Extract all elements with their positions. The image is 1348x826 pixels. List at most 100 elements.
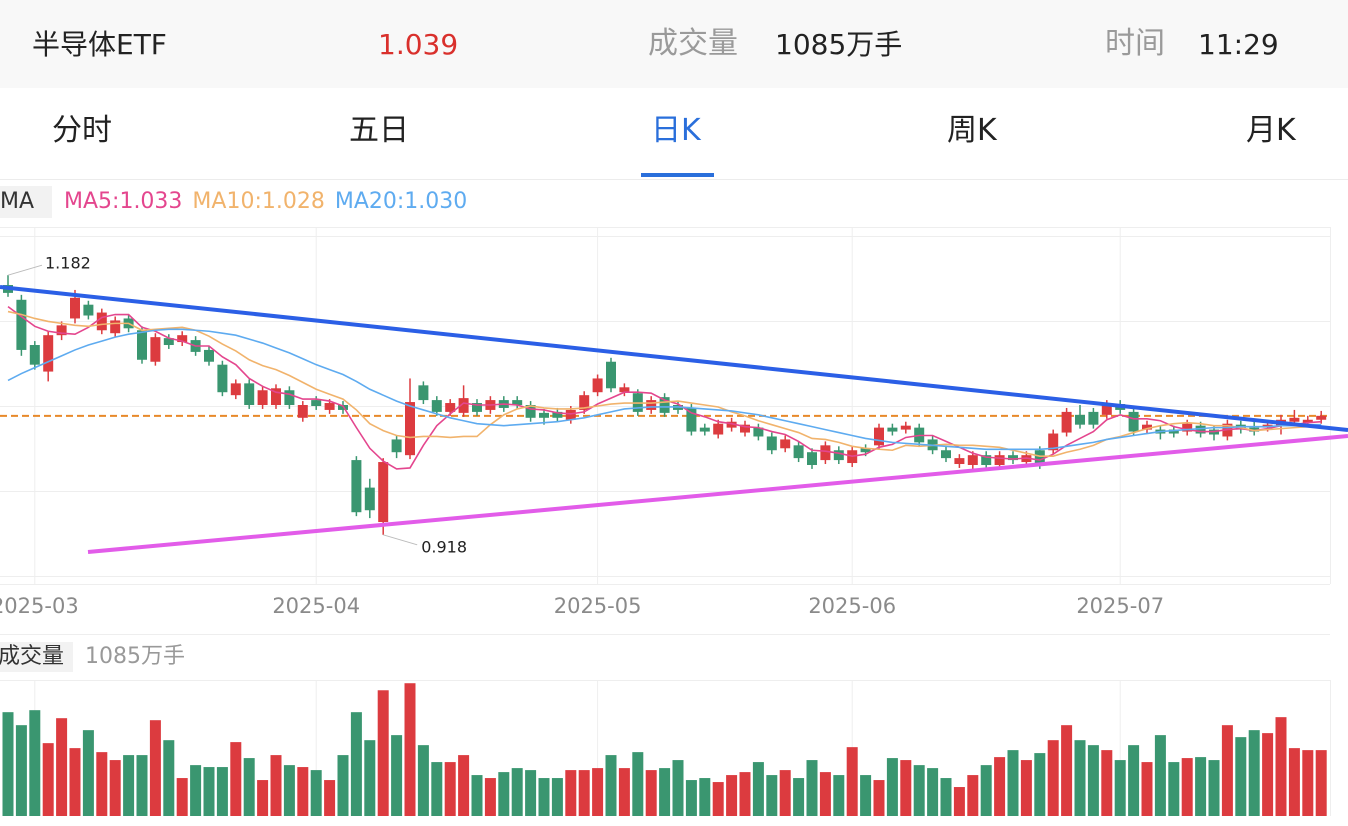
volume-bar — [886, 758, 898, 816]
resistance-trendline — [0, 285, 1348, 432]
candle-body — [780, 439, 791, 449]
active-tab-indicator — [641, 173, 714, 177]
candle-body — [659, 397, 670, 413]
volume-bar — [484, 778, 496, 816]
candle-body — [1182, 423, 1193, 432]
candle-body — [110, 320, 121, 334]
candle-body — [833, 450, 844, 461]
low-pointer — [383, 534, 418, 546]
indicator-label: MA — [0, 189, 34, 214]
volume-bar — [1302, 750, 1314, 816]
volume-bar — [511, 768, 523, 816]
candle-body — [1048, 433, 1059, 451]
volume-bar — [994, 757, 1006, 816]
candle-body — [1316, 415, 1327, 420]
candle-body — [860, 448, 871, 453]
candle-body — [150, 337, 161, 362]
volume-bar — [15, 725, 27, 816]
volume-bar — [739, 772, 751, 816]
volume-bar — [498, 772, 510, 816]
volume-bar — [96, 752, 108, 816]
volume-bar — [1074, 740, 1086, 816]
x-tick-label: 2025-03 — [0, 594, 79, 618]
candle-body — [1075, 414, 1085, 425]
volume-bar — [324, 780, 336, 816]
candle-body — [230, 383, 241, 396]
high-pointer — [7, 264, 43, 276]
candle-body — [391, 439, 402, 453]
candle-body — [204, 349, 214, 362]
x-tick-label: 2025-05 — [554, 594, 642, 618]
x-tick-label: 2025-06 — [808, 594, 896, 618]
period-tab[interactable]: 五日 — [349, 113, 409, 148]
candle-body — [740, 424, 750, 433]
volume-title: 成交量 — [0, 644, 64, 669]
candle-body — [1168, 429, 1179, 434]
volume-title-box — [0, 642, 73, 672]
period-tab[interactable]: 日K — [651, 113, 701, 148]
plot-area: 2025-03 2025-04 2025-05 2025-06 2025-07 1.182… — [0, 227, 1330, 816]
candle-body — [807, 452, 817, 465]
volume-bar — [163, 740, 175, 816]
volume-bar — [431, 762, 443, 816]
candle-body — [1088, 411, 1099, 425]
period-tab[interactable]: 月K — [1246, 113, 1296, 148]
volume-bar — [659, 768, 671, 816]
volume-bar — [283, 765, 295, 816]
volume-bar — [1047, 740, 1059, 816]
period-tab[interactable]: 分时 — [52, 113, 112, 148]
candle-body — [271, 388, 281, 406]
candle-body — [1249, 427, 1260, 432]
legend-entry: MA10:1.028 — [192, 189, 324, 214]
candle-body — [445, 403, 456, 412]
volume-bar — [1101, 750, 1113, 816]
candle-body — [378, 462, 389, 523]
volume-bar — [592, 768, 604, 816]
volume-bar — [1020, 760, 1032, 816]
candle-body — [1034, 450, 1045, 465]
candle-body — [1195, 425, 1206, 434]
volume-bar — [565, 770, 577, 816]
volume-bar — [551, 778, 563, 816]
volume-bar — [2, 712, 14, 816]
candle-body — [1008, 455, 1018, 461]
volume-bar — [726, 775, 738, 816]
volume-bar — [1087, 745, 1099, 816]
volume-bar — [444, 762, 456, 816]
quote-header: 半导体ETF 1.039 成交量 1085万手 时间 11:29 — [0, 0, 1348, 88]
support-trendline — [87, 434, 1348, 554]
candle-body — [177, 335, 188, 343]
candle-body — [56, 325, 67, 336]
volume-bar — [471, 775, 483, 816]
candle-body — [900, 425, 911, 430]
candle-body — [70, 297, 80, 319]
volume-bar — [940, 778, 952, 816]
volume-bar — [29, 710, 41, 816]
candle-body — [1289, 417, 1300, 422]
candle-body — [887, 427, 898, 432]
volume-bar — [417, 745, 429, 816]
high-annotation: 1.182 — [45, 254, 91, 273]
volume-bar — [645, 770, 657, 816]
period-tab[interactable]: 周K — [947, 113, 997, 148]
volume-bar — [699, 778, 711, 816]
candle-body — [284, 390, 295, 406]
volume-bar — [1248, 730, 1260, 816]
time-label: 时间 — [1105, 26, 1165, 61]
volume-bar — [1154, 735, 1166, 816]
volume-label: 1085万手 — [85, 644, 185, 669]
volume-bar — [69, 748, 81, 816]
volume-bar — [1275, 717, 1287, 816]
volume-bar — [136, 755, 148, 816]
volume-bar — [672, 760, 684, 816]
volume-bar — [1221, 725, 1233, 816]
volume-bar — [257, 780, 269, 816]
volume-bar — [900, 760, 912, 816]
candle-body — [324, 403, 335, 410]
volume-bar — [391, 735, 403, 816]
volume-bar — [1114, 760, 1126, 816]
candle-body — [565, 409, 576, 420]
volume-bar — [525, 770, 537, 816]
volume-bar — [685, 780, 697, 816]
